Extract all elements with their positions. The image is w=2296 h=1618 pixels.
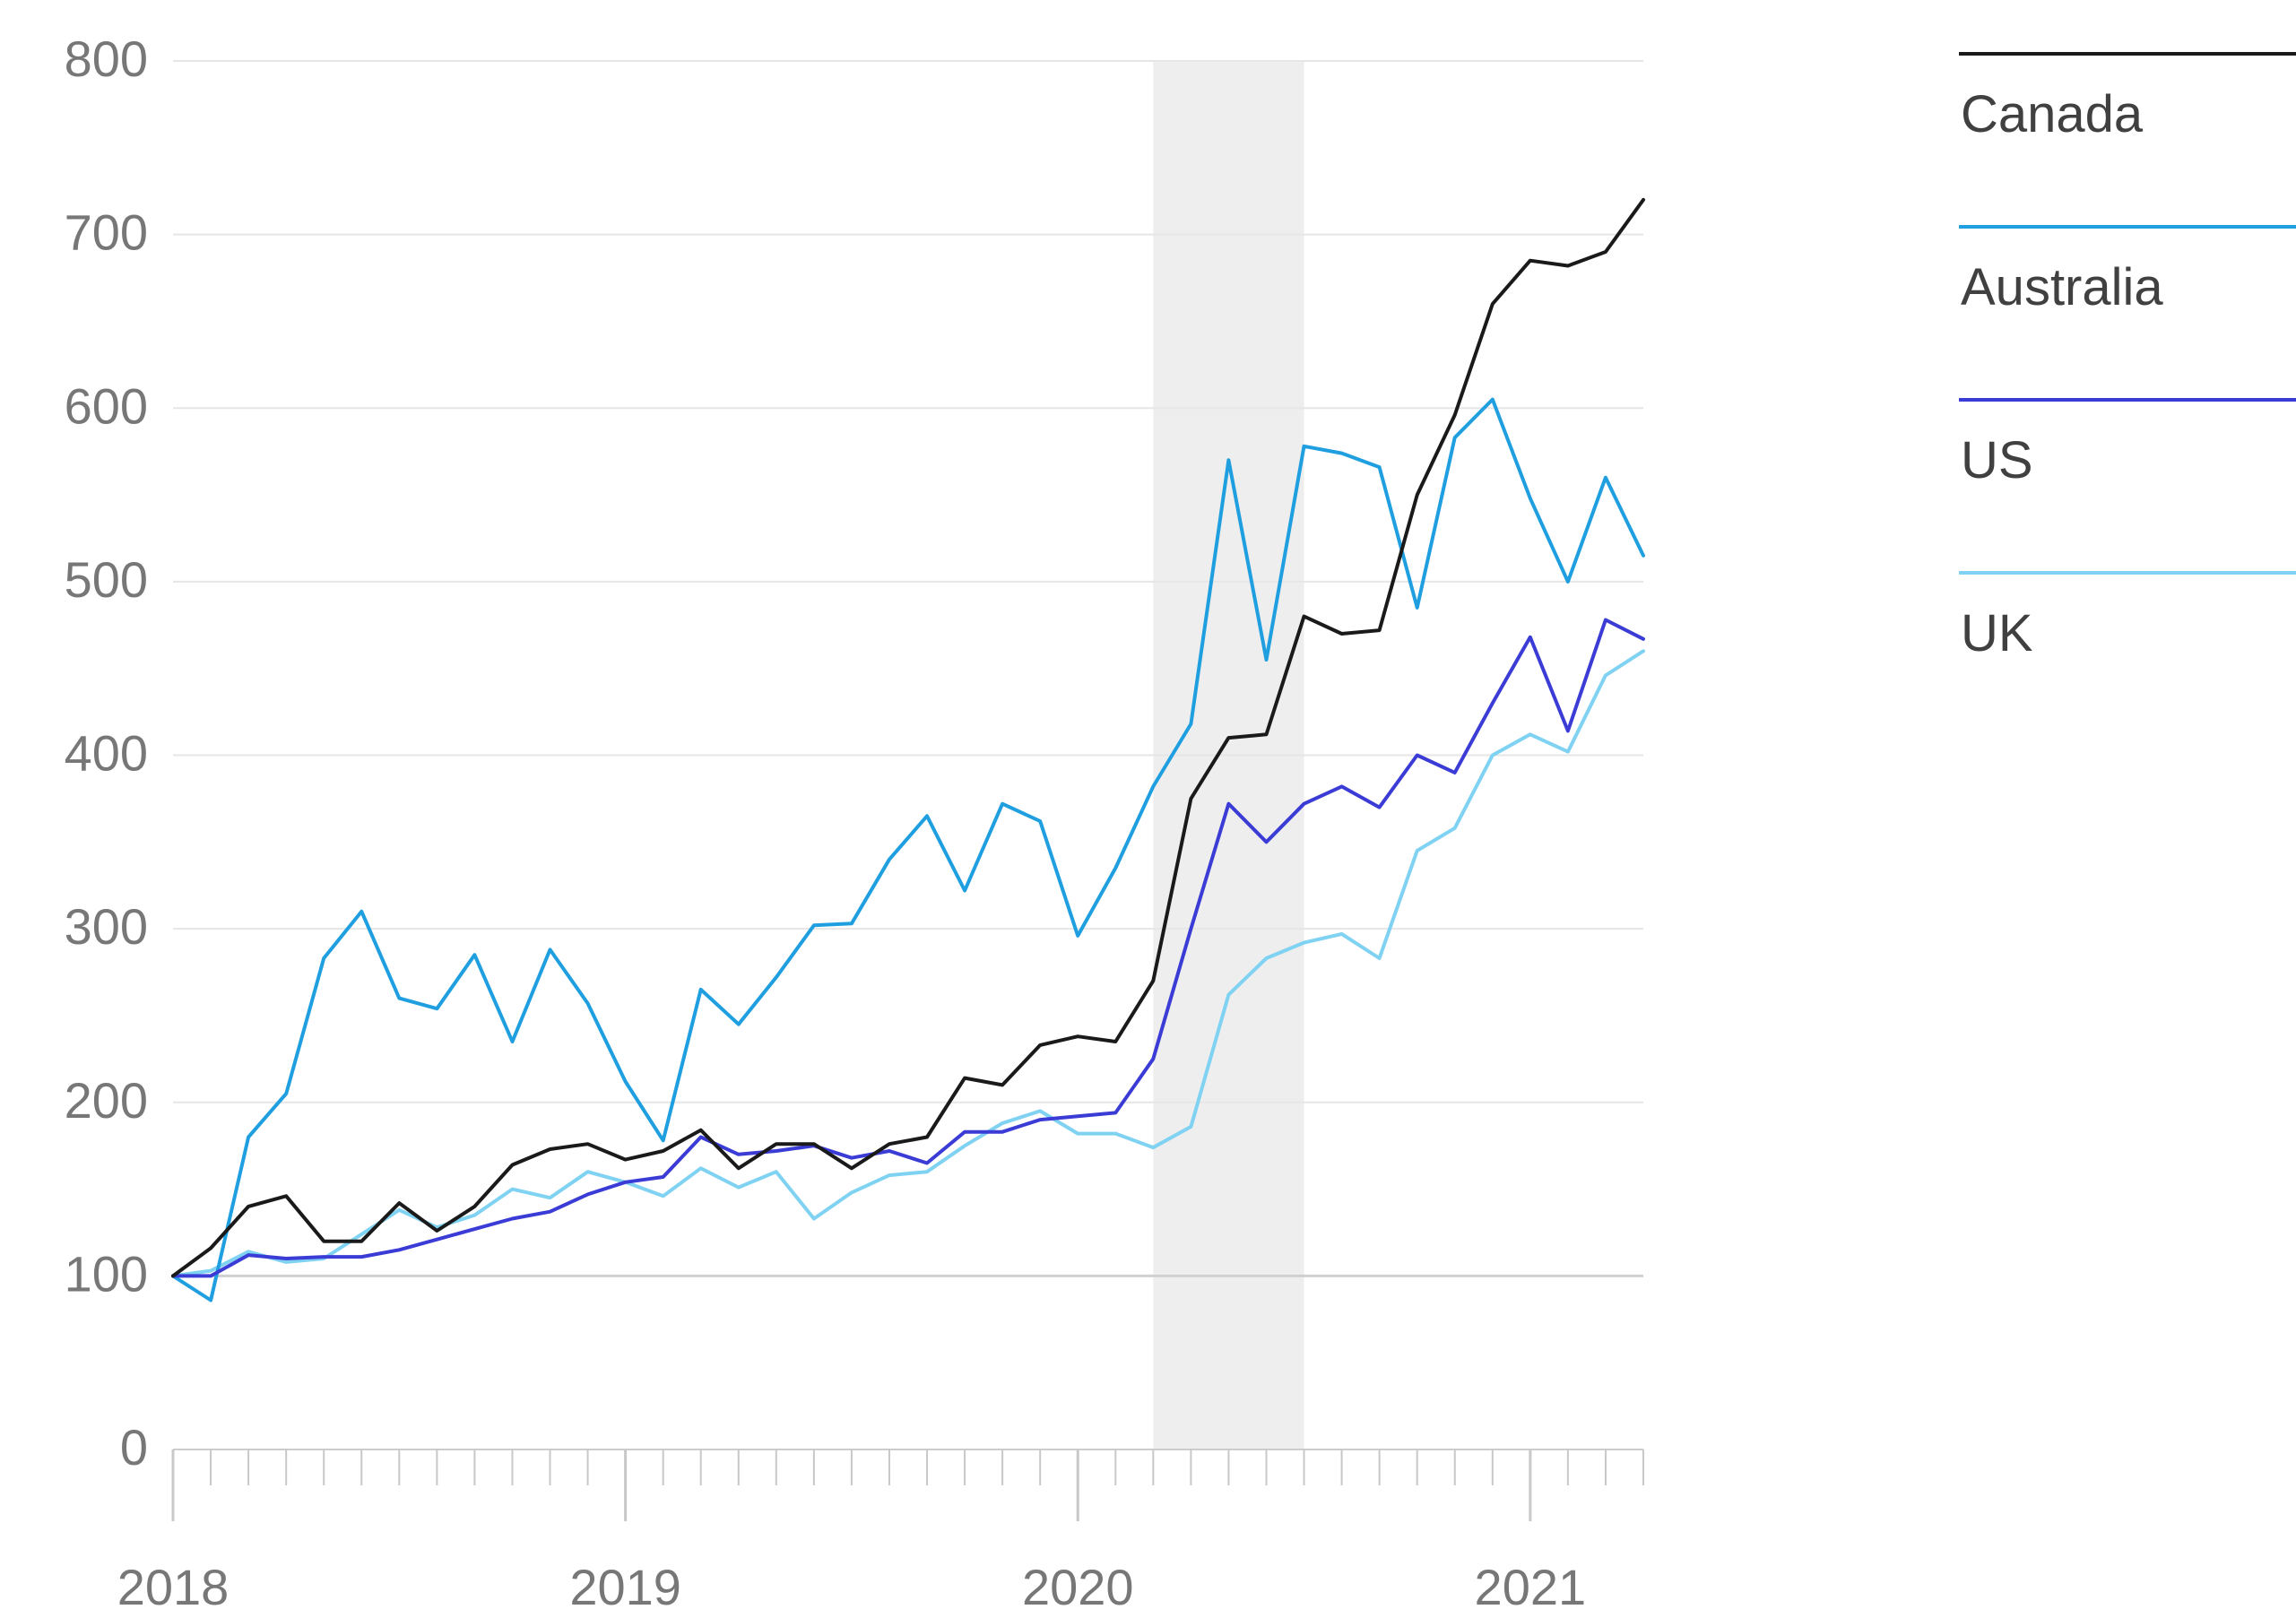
x-tick-label: 2018 — [117, 1559, 230, 1615]
legend-label: Australia — [1961, 258, 2163, 316]
legend-swatch — [1959, 52, 2296, 56]
series-line-canada — [171, 197, 1645, 1278]
legend-swatch — [1959, 225, 2296, 229]
gridlines — [173, 60, 1643, 1277]
legend-swatch — [1959, 398, 2296, 402]
legend-item-us: US — [1959, 398, 2296, 571]
series-line-uk — [171, 649, 1645, 1278]
y-tick-label: 400 — [65, 725, 148, 782]
x-tick-label: 2019 — [569, 1559, 681, 1615]
y-tick-label: 100 — [65, 1245, 148, 1302]
legend-item-australia: Australia — [1959, 225, 2296, 398]
legend-label: Canada — [1961, 85, 2144, 143]
y-tick-label: 300 — [65, 898, 148, 955]
series-line-us — [171, 618, 1645, 1278]
x-tick-label: 2021 — [1475, 1559, 1587, 1615]
y-tick-label: 0 — [120, 1419, 148, 1475]
y-tick-label: 800 — [65, 30, 148, 87]
legend: Canada Australia US UK — [1959, 52, 2296, 744]
legend-label: US — [1961, 431, 2033, 489]
series-lines — [171, 197, 1645, 1302]
x-tick-label: 2020 — [1022, 1559, 1134, 1615]
y-tick-label: 600 — [65, 377, 148, 434]
legend-item-uk: UK — [1959, 571, 2296, 744]
legend-swatch — [1959, 571, 2296, 575]
x-axis: 2018 2019 2020 2021 — [117, 1449, 1644, 1615]
y-tick-label: 200 — [65, 1072, 148, 1129]
series-line-australia — [171, 397, 1645, 1302]
legend-label: UK — [1961, 604, 2033, 662]
y-tick-label: 700 — [65, 204, 148, 261]
y-tick-label: 500 — [65, 551, 148, 608]
legend-item-canada: Canada — [1959, 52, 2296, 225]
y-axis: 0 100 200 300 400 500 600 700 800 — [65, 30, 148, 1475]
